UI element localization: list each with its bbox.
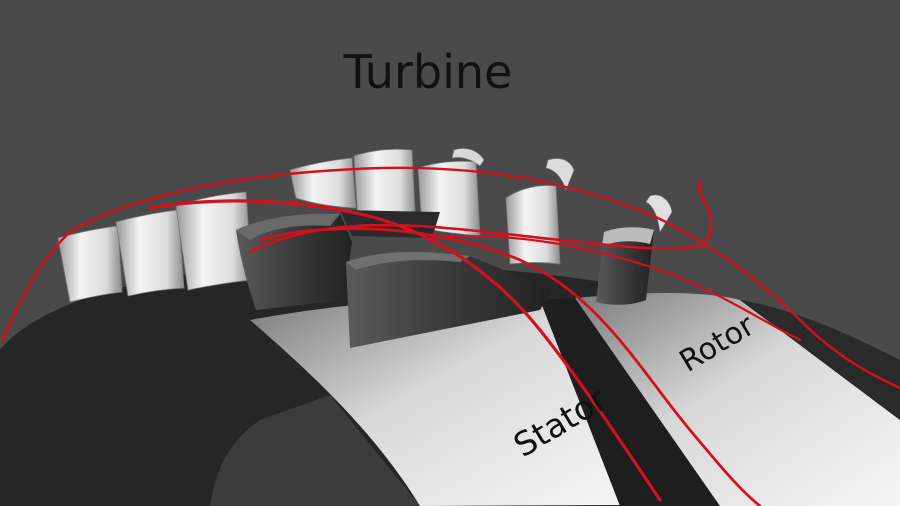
stator-band — [250, 298, 620, 506]
dark-blade — [346, 252, 552, 348]
streamline — [148, 199, 662, 502]
stator-blade-tip — [451, 148, 485, 167]
stator-blade — [115, 209, 185, 297]
rotor-blade-front — [602, 227, 654, 246]
streamline — [248, 178, 713, 254]
groove — [540, 298, 720, 506]
dark-blade-face — [236, 213, 340, 240]
rotor-blade-tip — [545, 158, 575, 191]
hub-inner-face — [210, 395, 420, 506]
streamlines — [0, 166, 900, 506]
rotor-blade — [505, 185, 561, 265]
dark-blade-face — [346, 252, 470, 270]
streamline — [428, 235, 802, 342]
rotor-band — [575, 293, 900, 506]
streamline — [258, 227, 762, 506]
stator-blades — [57, 148, 485, 303]
page-title: Turbine — [343, 45, 513, 99]
stator-blade — [57, 225, 123, 303]
streamline — [0, 166, 900, 390]
